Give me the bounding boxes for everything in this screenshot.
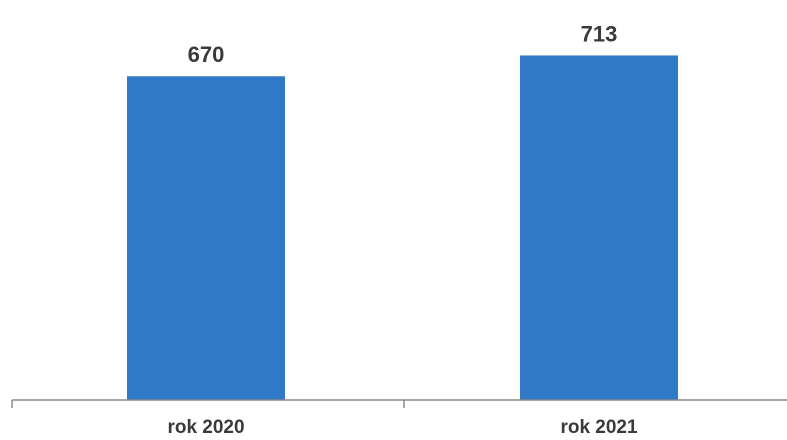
category-labels-layer: rok 2020 rok 2021 bbox=[167, 417, 638, 438]
bar-2 bbox=[520, 55, 678, 401]
bars-layer bbox=[127, 55, 678, 401]
x-axis bbox=[11, 399, 787, 408]
category-label-1: rok 2020 bbox=[167, 417, 244, 438]
data-label-2: 713 bbox=[581, 21, 618, 46]
bar-1 bbox=[127, 76, 285, 400]
data-labels-layer: 670 713 bbox=[188, 21, 618, 67]
category-label-2: rok 2021 bbox=[560, 417, 638, 438]
data-label-1: 670 bbox=[188, 42, 225, 67]
